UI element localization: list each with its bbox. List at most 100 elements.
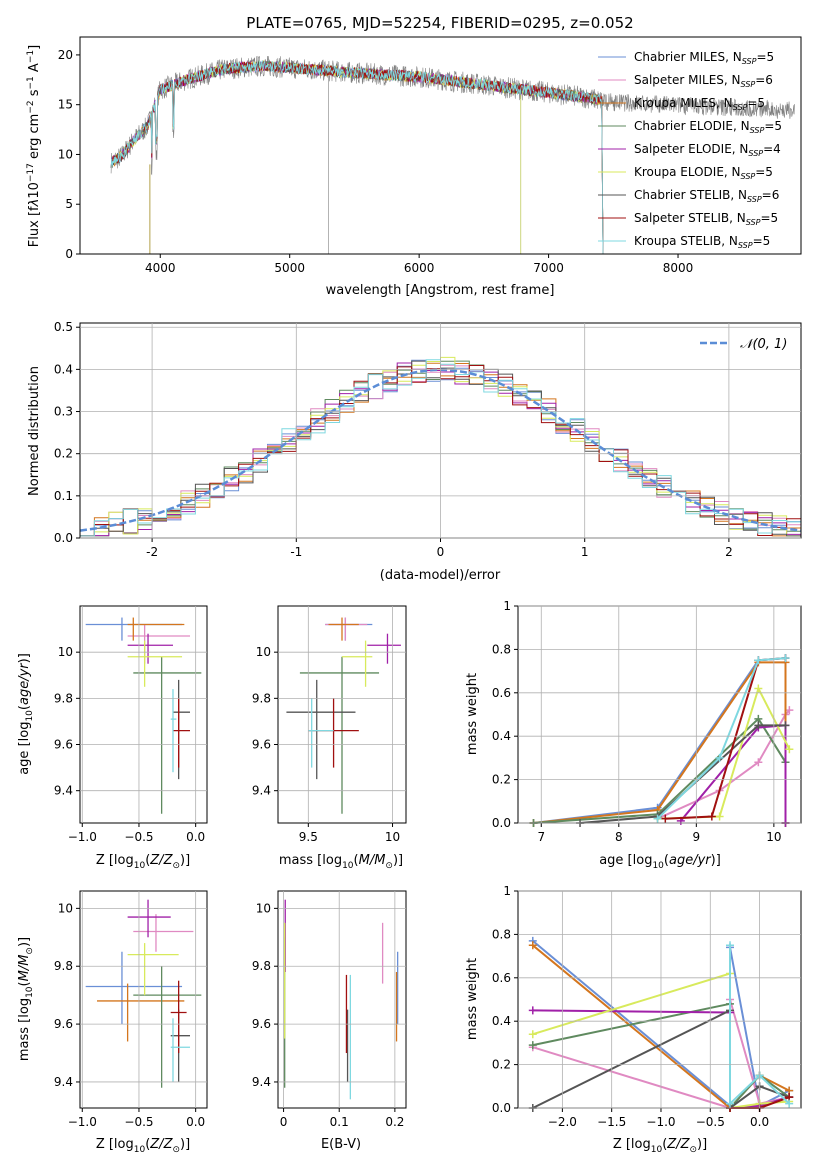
weight-age-series-line: [656, 657, 786, 820]
residuals-ytick-label: 0.0: [54, 531, 73, 545]
mass-ebv-ticks: 0 0.1 0.2 9.4 9.6 9.8 10: [252, 891, 406, 1129]
weight-age-xtick-label: 9: [693, 830, 701, 844]
age-z-xlabel: Z [log10(Z/Z⊙)]: [96, 853, 190, 871]
weight-age-point-marker: [785, 706, 794, 715]
weight-z-ytick-label: 0.2: [492, 1058, 511, 1072]
weight-age-point-marker: [754, 758, 763, 767]
mass-z-xtick-label: 0.0: [186, 1115, 205, 1129]
weight-age-point-marker: [754, 721, 763, 730]
mass-ebv-panel: 0 0.1 0.2 9.4 9.6 9.8 10 E(B-V): [252, 890, 407, 1152]
spectrum-legend-label: Chabrier MILES, NSSP=5: [634, 50, 774, 66]
weight-age-ytick-label: 0.4: [492, 729, 511, 743]
weight-age-ytick-label: 0.2: [492, 773, 511, 787]
spectrum-ytick-label: 5: [65, 197, 73, 211]
spectrum-xtick-label: 7000: [533, 261, 564, 275]
residuals-ytick-label: 0.4: [54, 362, 73, 376]
weight-z-point-marker: [785, 1099, 794, 1108]
age-z-frame: [79, 605, 208, 824]
age-mass-frame: [277, 605, 407, 824]
mass-ebv-xtick-label: 0.2: [385, 1115, 404, 1129]
weight-z-point-marker: [528, 1041, 537, 1050]
mass-ebv-ytick-label: 10: [256, 901, 271, 915]
mass-ebv-xtick-label: 0.1: [330, 1115, 349, 1129]
age-z-panel: −1.0 −0.5 0.0 9.4 9.6 9.8 10 Z [log10(Z/Z⊙)] a…: [17, 605, 208, 871]
residuals-xtick-label: 2: [725, 545, 733, 559]
weight-age-point-marker: [785, 745, 794, 754]
age-z-xtick-label: −0.5: [124, 830, 153, 844]
weight-z-ytick-label: 0.0: [492, 1101, 511, 1115]
spectrum-model-line: [110, 60, 604, 255]
weight-z-xtick-label: 0.0: [750, 1115, 769, 1129]
weight-age-ytick-label: 0.6: [492, 686, 511, 700]
weight-age-point-marker: [653, 814, 662, 823]
mass-z-plot-area: [85, 899, 202, 1088]
weight-z-ytick-label: 0.4: [492, 1014, 511, 1028]
mass-z-xtick-label: −1.0: [68, 1115, 97, 1129]
spectrum-legend-label: Salpeter STELIB, NSSP=5: [634, 211, 778, 227]
mass-z-frame: [79, 890, 208, 1109]
spectrum-plot-area: [110, 55, 795, 255]
weight-z-ytick-label: 0.8: [492, 927, 511, 941]
residuals-ylabel: Normed distribution: [27, 366, 42, 496]
mass-z-panel: −1.0 −0.5 0.0 9.4 9.6 9.8 10 Z [log10(Z/Z⊙)] m…: [17, 890, 208, 1155]
age-z-plot-area: [85, 617, 202, 814]
mass-ebv-ytick-label: 9.8: [252, 959, 271, 973]
mass-z-xtick-label: −0.5: [124, 1115, 153, 1129]
residuals-legend: 𝒩(0, 1): [700, 337, 787, 352]
spectrum-ytick-label: 20: [58, 48, 73, 62]
spectrum-panel: 4000 5000 6000 7000 8000 0 5 10 15 20 wavelength …: [26, 36, 802, 298]
residuals-xlabel: (data-model)/error: [380, 568, 501, 583]
weight-z-point-marker: [528, 941, 537, 950]
weight-age-series-line: [680, 724, 787, 823]
weight-z-point-marker: [528, 1030, 537, 1039]
weight-z-xlabel: Z [log10(Z/Z⊙)]: [613, 1137, 707, 1155]
weight-z-point-marker: [726, 941, 735, 950]
mass-ebv-xtick-label: 0: [280, 1115, 288, 1129]
residuals-xtick-label: 0: [437, 545, 445, 559]
mass-z-ytick-label: 9.4: [54, 1075, 73, 1089]
age-mass-ytick-label: 9.8: [252, 691, 271, 705]
weight-age-xtick-label: 10: [766, 830, 781, 844]
weight-age-point-marker: [715, 753, 724, 762]
spectrum-xtick-label: 4000: [145, 261, 176, 275]
spectrum-xtick-label: 6000: [404, 261, 435, 275]
age-mass-xtick-label: 10: [385, 830, 400, 844]
weight-age-xtick-label: 8: [615, 830, 623, 844]
weight-z-ticks: −2.0 −1.5 −1.0 −0.5 0.0 0.0 0.2 0.4 0.6 0.8 1: [492, 884, 801, 1129]
residuals-ytick-label: 0.3: [54, 405, 73, 419]
spectrum-xtick-label: 5000: [274, 261, 305, 275]
spectrum-ytick-label: 15: [58, 98, 73, 112]
weight-age-point-marker: [781, 721, 790, 730]
mass-ebv-plot-area: [284, 899, 399, 1100]
weight-z-point-marker: [726, 1099, 735, 1108]
weight-z-xtick-label: −0.5: [696, 1115, 725, 1129]
weight-z-point-marker: [528, 1006, 537, 1015]
spectrum-legend-label: Kroupa ELODIE, NSSP=5: [634, 165, 773, 181]
age-mass-ytick-label: 9.6: [252, 738, 271, 752]
mass-ebv-frame: [277, 890, 407, 1109]
spectrum-model-line: [110, 60, 604, 255]
spectrum-xtick-label: 8000: [663, 261, 694, 275]
age-mass-ytick-label: 9.4: [252, 784, 271, 798]
spectrum-frame: [79, 36, 802, 255]
age-z-ytick-label: 10: [58, 645, 73, 659]
age-z-ytick-label: 9.8: [54, 691, 73, 705]
spectrum-ticks: 4000 5000 6000 7000 8000 0 5 10 15 20: [58, 48, 694, 275]
mass-z-ytick-label: 9.8: [54, 959, 73, 973]
figure-title: PLATE=0765, MJD=52254, FIBERID=0295, z=0…: [246, 14, 633, 32]
weight-age-point-marker: [661, 814, 670, 823]
weight-age-ytick-label: 1: [503, 599, 511, 613]
residuals-legend-label: 𝒩(0, 1): [740, 337, 787, 352]
mass-ebv-xlabel: E(B-V): [321, 1137, 361, 1152]
mass-ebv-ytick-label: 9.4: [252, 1075, 271, 1089]
mass-z-ytick-label: 10: [58, 901, 73, 915]
weight-age-plot-area: [529, 654, 794, 827]
mass-z-xlabel: Z [log10(Z/Z⊙)]: [96, 1137, 190, 1155]
residuals-xtick-label: 1: [581, 545, 589, 559]
spectrum-ytick-label: 10: [58, 147, 73, 161]
weight-z-panel: −2.0 −1.5 −1.0 −0.5 0.0 0.0 0.2 0.4 0.6 0.8 1 Z [l…: [465, 884, 802, 1155]
weight-z-ytick-label: 1: [503, 884, 511, 898]
weight-z-xtick-label: −1.5: [597, 1115, 626, 1129]
weight-z-ytick-label: 0.6: [492, 971, 511, 985]
spectrum-legend-label: Kroupa STELIB, NSSP=5: [634, 234, 770, 250]
